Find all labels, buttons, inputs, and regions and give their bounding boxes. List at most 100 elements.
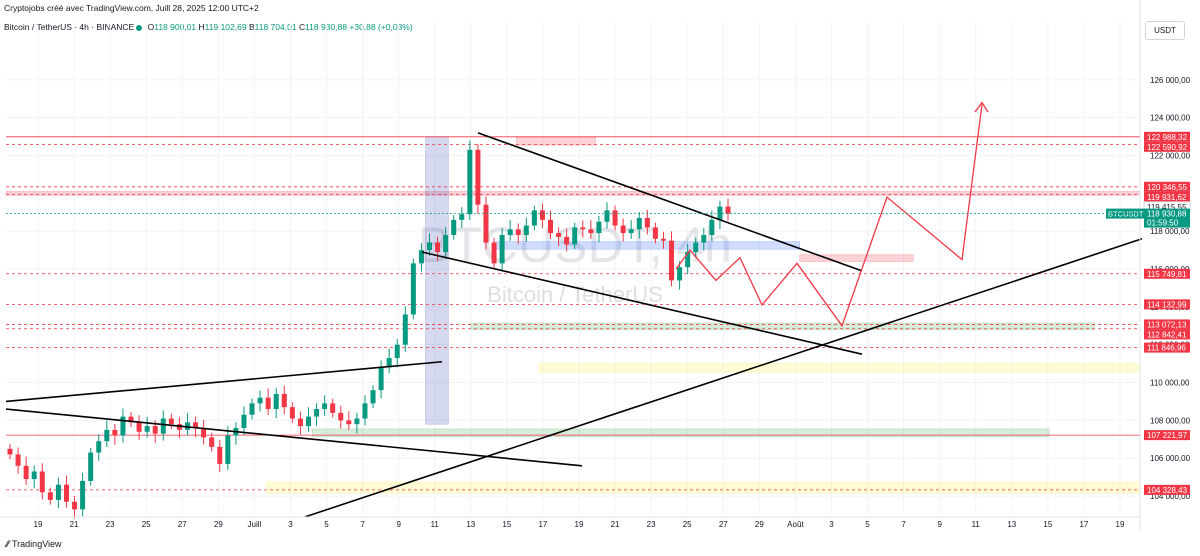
- price-tick-label: 108 000,00: [1150, 416, 1191, 425]
- footer-brand-text: TradingView: [12, 539, 62, 549]
- time-tick-label: 7: [901, 520, 906, 529]
- candle-body: [652, 227, 658, 239]
- candle-body: [265, 397, 271, 410]
- price-tick-label: 106 000,00: [1150, 454, 1191, 463]
- high-label: H: [198, 22, 205, 32]
- symbol-name[interactable]: Bitcoin / TetherUS · 4h · BINANCE: [4, 22, 135, 32]
- candle-body: [523, 225, 529, 235]
- candle-body: [176, 424, 182, 430]
- candle-body: [451, 219, 457, 235]
- time-tick-label: 19: [575, 520, 584, 529]
- price-label-text: 115 749,81: [1147, 270, 1187, 279]
- footer-brand: ⁄⁄ TradingView: [6, 539, 62, 549]
- candle-body: [281, 393, 287, 408]
- time-tick-label: 13: [1007, 520, 1016, 529]
- price-label-text: 112 842,41: [1147, 330, 1187, 339]
- candle-body: [322, 403, 328, 410]
- candle-body: [418, 250, 424, 264]
- candle-body: [612, 210, 618, 226]
- currency-selector[interactable]: USDT: [1145, 21, 1185, 40]
- price-label-text: 104 328,43: [1147, 486, 1188, 495]
- candle-body: [128, 416, 134, 423]
- time-tick-label: 3: [288, 520, 293, 529]
- candle-body: [564, 236, 570, 245]
- candle-body: [410, 263, 416, 315]
- candle-body: [144, 426, 150, 432]
- time-tick-label: Août: [787, 520, 804, 529]
- time-tick-label: 19: [34, 520, 43, 529]
- price-label-box: [1144, 299, 1190, 310]
- open-value: 118 900,01: [154, 22, 197, 32]
- candle-body: [588, 229, 594, 234]
- time-tick-label: 21: [70, 520, 79, 529]
- candle-body: [443, 234, 449, 253]
- tradingview-logo-icon: ⁄⁄: [6, 539, 10, 549]
- time-tick-label: 9: [396, 520, 401, 529]
- candle-body: [168, 418, 174, 425]
- candle-body: [362, 403, 368, 419]
- candle-body: [459, 214, 465, 220]
- current-price-box: [1144, 208, 1190, 228]
- time-tick-label: 29: [214, 520, 223, 529]
- time-tick-label: 29: [755, 520, 764, 529]
- candle-body: [96, 441, 102, 453]
- candle-body: [120, 416, 126, 436]
- candle-body: [249, 403, 255, 415]
- price-label-text: 111 846,96: [1147, 344, 1186, 353]
- countdown-text: 01:59:50: [1147, 219, 1179, 228]
- candle-body: [531, 210, 537, 226]
- price-label-box: [1144, 191, 1190, 202]
- candle-body: [314, 409, 320, 417]
- price-label-box: [1144, 268, 1190, 279]
- candle-body: [201, 427, 207, 438]
- time-tick-label: 15: [1043, 520, 1052, 529]
- candle-body: [644, 217, 650, 228]
- candle-body: [273, 393, 279, 410]
- time-tick-label: 11: [972, 520, 981, 529]
- price-label-text: 122 988,32: [1147, 133, 1188, 142]
- candle-body: [297, 418, 303, 427]
- time-tick-label: 17: [538, 520, 547, 529]
- time-axis: 19 21 23 25 27 29 Juill 3 5 7 9 11 13 15 17 19 21 23 25 27 2…: [0, 516, 1140, 529]
- price-label-box: [1144, 484, 1190, 495]
- candle-body: [435, 242, 441, 253]
- time-tick-label: 5: [865, 520, 870, 529]
- low-label: B: [248, 22, 255, 32]
- trend-drawings: [5, 101, 1143, 518]
- trend-line: [5, 360, 443, 403]
- candle-body: [39, 471, 45, 493]
- candle-body: [217, 446, 223, 464]
- candle-body: [604, 210, 610, 222]
- candle-body: [556, 233, 562, 237]
- candle-body: [63, 484, 69, 502]
- candle-body: [330, 403, 336, 413]
- candle-body: [491, 242, 497, 264]
- current-price-text: 118 930,88: [1147, 210, 1187, 219]
- time-tick-label: 21: [611, 520, 620, 529]
- candle-body: [572, 227, 578, 245]
- candle-body: [507, 229, 513, 235]
- price-label-text: 107 221,97: [1147, 431, 1188, 440]
- change-value: +30,88 (+0,03%): [349, 22, 413, 32]
- high-value: 119 102,69: [204, 22, 247, 32]
- time-tick-label: 15: [502, 520, 511, 529]
- zone-rect: [266, 481, 1141, 494]
- symbol-tag-text: BTCUSDT: [1108, 210, 1144, 219]
- candle-body: [289, 407, 295, 419]
- candle-body: [628, 229, 634, 234]
- candle-body: [241, 414, 247, 428]
- candle-body: [55, 484, 61, 500]
- candle-body: [499, 234, 505, 264]
- candle-body: [346, 420, 352, 425]
- candle-body: [660, 238, 666, 241]
- candle-body: [677, 267, 683, 281]
- price-tick-label: 126 000,00: [1150, 76, 1191, 85]
- time-tick-label: 25: [683, 520, 692, 529]
- zone-rect: [538, 363, 1141, 373]
- candle-body: [257, 397, 263, 404]
- price-label-box: [1144, 319, 1190, 330]
- candle-body: [467, 149, 473, 215]
- candle-body: [184, 422, 190, 430]
- candle-body: [709, 219, 715, 235]
